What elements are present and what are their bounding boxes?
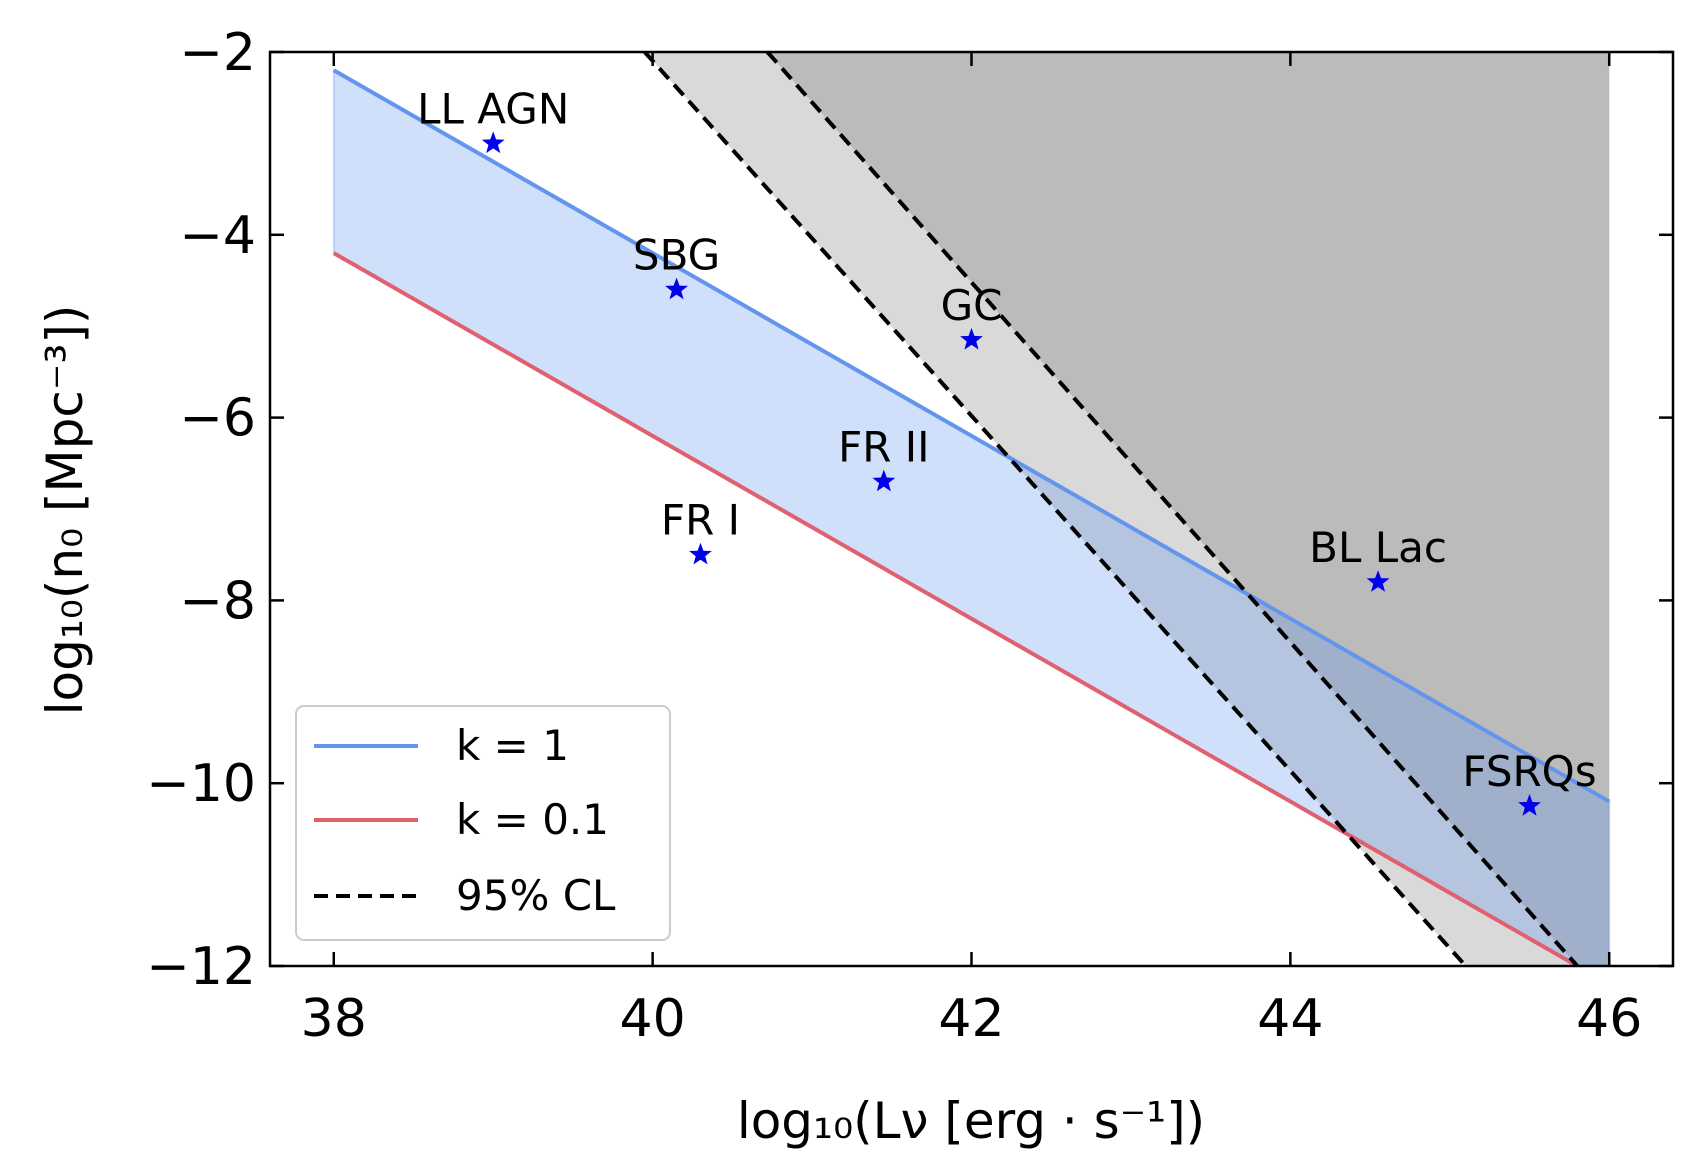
data-point-label: FR I — [661, 496, 740, 545]
point-annotations: LL AGN SBG GC FR II FR I BL Lac FSRQs — [417, 84, 1597, 816]
legend-box — [295, 705, 671, 941]
legend-label-cl: 95% CL — [456, 871, 616, 920]
cl-line-2 — [765, 52, 1581, 966]
y-tick-label: −2 — [179, 23, 256, 83]
plot-area — [332, 52, 1611, 966]
y-tick-label: −6 — [179, 389, 256, 449]
data-point-star — [481, 131, 505, 154]
data-point-star — [1518, 794, 1541, 816]
legend-label-k1: k = 1 — [456, 721, 569, 770]
y-axis-label: log₁₀(n₀ [Mpc⁻³]) — [36, 305, 94, 716]
data-point-label: SBG — [633, 231, 720, 280]
x-tick-label: 44 — [1257, 989, 1323, 1049]
data-point-label: LL AGN — [417, 84, 569, 133]
y-tick-label: −12 — [146, 937, 256, 997]
y-tick-label: −10 — [146, 754, 256, 814]
y-tick-label: −8 — [179, 571, 256, 631]
tick-labels: 38 40 42 44 46 −2 −4 −6 −8 −10 −12 — [146, 23, 1642, 1049]
x-tick-label: 38 — [301, 989, 367, 1049]
cl-line-1 — [643, 52, 1469, 966]
data-point-star — [665, 277, 688, 300]
series-line-k1 — [332, 68, 1611, 804]
excluded-region-dark — [767, 52, 1610, 966]
x-tick-label: 46 — [1576, 989, 1642, 1049]
axis-ticks — [270, 50, 1673, 968]
x-axis-label: log₁₀(Lν [erg · s⁻¹]) — [737, 1092, 1205, 1150]
data-point-star — [872, 469, 896, 492]
legend: k = 1 k = 0.1 95% CL — [295, 705, 671, 941]
data-point-label: BL Lac — [1309, 523, 1447, 572]
legend-label-k01: k = 0.1 — [456, 795, 609, 844]
data-point-label: FR II — [838, 423, 929, 472]
y-tick-label: −4 — [179, 206, 256, 266]
x-tick-label: 40 — [620, 989, 686, 1049]
data-point-star — [689, 542, 712, 565]
series-line-k01 — [332, 251, 1582, 966]
x-tick-label: 42 — [938, 989, 1004, 1049]
data-point-label: GC — [941, 281, 1003, 330]
data-point-star — [1366, 570, 1390, 592]
data-point-star — [960, 327, 983, 350]
data-point-label: FSRQs — [1462, 747, 1596, 796]
